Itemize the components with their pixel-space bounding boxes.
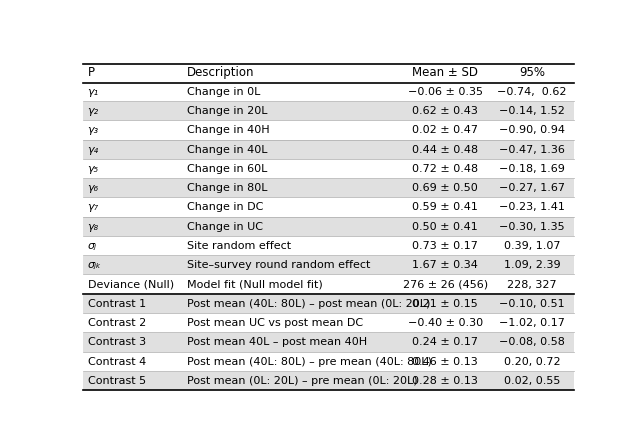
Text: Change in 40H: Change in 40H [187,125,270,136]
Text: −0.10, 0.51: −0.10, 0.51 [499,299,565,309]
Text: Change in 20L: Change in 20L [187,106,267,116]
Text: Contrast 2: Contrast 2 [88,318,146,328]
Text: −0.14, 1.52: −0.14, 1.52 [499,106,565,116]
Bar [83,333,574,351]
Text: Mean ± SD: Mean ± SD [412,66,478,79]
Text: γ₄: γ₄ [88,145,99,155]
Text: 0.02 ± 0.47: 0.02 ± 0.47 [412,125,478,136]
Text: 1.67 ± 0.34: 1.67 ± 0.34 [412,260,478,270]
Text: γ₇: γ₇ [88,202,99,212]
Bar [83,140,574,159]
Text: γ₆: γ₆ [88,183,99,193]
Text: 0.44 ± 0.48: 0.44 ± 0.48 [412,145,478,155]
Text: −0.74,  0.62: −0.74, 0.62 [497,87,567,97]
Text: γ₈: γ₈ [88,222,99,232]
Text: Change in UC: Change in UC [187,222,263,232]
Text: 0.39, 1.07: 0.39, 1.07 [504,241,560,251]
Text: −0.23, 1.41: −0.23, 1.41 [499,202,565,212]
Text: 0.24 ± 0.17: 0.24 ± 0.17 [412,337,478,347]
Text: Change in 40L: Change in 40L [187,145,267,155]
Bar [83,102,574,120]
Text: Model fit (Null model fit): Model fit (Null model fit) [187,280,322,289]
Text: −0.18, 1.69: −0.18, 1.69 [499,164,565,174]
Text: Contrast 1: Contrast 1 [88,299,146,309]
Text: Post mean 40L – post mean 40H: Post mean 40L – post mean 40H [187,337,367,347]
Text: −0.27, 1.67: −0.27, 1.67 [499,183,565,193]
Text: Description: Description [187,66,254,79]
Text: 228, 327: 228, 327 [508,280,557,289]
Text: Change in DC: Change in DC [187,202,263,212]
Text: 276 ± 26 (456): 276 ± 26 (456) [403,280,488,289]
Text: σⱼₖ: σⱼₖ [88,260,101,270]
Text: 0.73 ± 0.17: 0.73 ± 0.17 [412,241,478,251]
Text: Post mean UC vs post mean DC: Post mean UC vs post mean DC [187,318,363,328]
Text: γ₁: γ₁ [88,87,99,97]
Bar [83,218,574,236]
Text: −0.06 ± 0.35: −0.06 ± 0.35 [408,87,483,97]
Text: 0.28 ± 0.13: 0.28 ± 0.13 [412,376,478,386]
Text: 0.21 ± 0.15: 0.21 ± 0.15 [412,299,478,309]
Text: 0.72 ± 0.48: 0.72 ± 0.48 [412,164,478,174]
Text: 1.09, 2.39: 1.09, 2.39 [504,260,560,270]
Text: Contrast 3: Contrast 3 [88,337,146,347]
Text: −0.90, 0.94: −0.90, 0.94 [499,125,565,136]
Text: −0.40 ± 0.30: −0.40 ± 0.30 [408,318,483,328]
Text: Site–survey round random effect: Site–survey round random effect [187,260,370,270]
Text: 0.46 ± 0.13: 0.46 ± 0.13 [412,356,478,367]
Text: 0.62 ± 0.43: 0.62 ± 0.43 [412,106,478,116]
Bar [83,372,574,390]
Text: Contrast 4: Contrast 4 [88,356,146,367]
Text: Change in 60L: Change in 60L [187,164,267,174]
Text: Post mean (40L: 80L) – pre mean (40L: 80L): Post mean (40L: 80L) – pre mean (40L: 80… [187,356,432,367]
Text: 0.02, 0.55: 0.02, 0.55 [504,376,560,386]
Text: 95%: 95% [519,66,545,79]
Text: σⱼ: σⱼ [88,241,97,251]
Text: 0.50 ± 0.41: 0.50 ± 0.41 [412,222,478,232]
Text: −0.47, 1.36: −0.47, 1.36 [499,145,565,155]
Text: γ₃: γ₃ [88,125,99,136]
Text: 0.69 ± 0.50: 0.69 ± 0.50 [412,183,478,193]
Text: 0.20, 0.72: 0.20, 0.72 [504,356,560,367]
Text: 0.59 ± 0.41: 0.59 ± 0.41 [412,202,478,212]
Text: γ₂: γ₂ [88,106,99,116]
Text: Site random effect: Site random effect [187,241,291,251]
Text: Change in 80L: Change in 80L [187,183,267,193]
Text: Post mean (40L: 80L) – post mean (0L: 20L): Post mean (40L: 80L) – post mean (0L: 20… [187,299,430,309]
Text: Contrast 5: Contrast 5 [88,376,146,386]
Text: Deviance (Null): Deviance (Null) [88,280,174,289]
Text: Change in 0L: Change in 0L [187,87,260,97]
Text: −0.08, 0.58: −0.08, 0.58 [499,337,565,347]
Text: −0.30, 1.35: −0.30, 1.35 [499,222,565,232]
Text: Post mean (0L: 20L) – pre mean (0L: 20L): Post mean (0L: 20L) – pre mean (0L: 20L) [187,376,417,386]
Bar [83,179,574,198]
Text: γ₅: γ₅ [88,164,99,174]
Bar [83,294,574,313]
Bar [83,256,574,274]
Text: −1.02, 0.17: −1.02, 0.17 [499,318,565,328]
Text: P: P [88,66,95,79]
